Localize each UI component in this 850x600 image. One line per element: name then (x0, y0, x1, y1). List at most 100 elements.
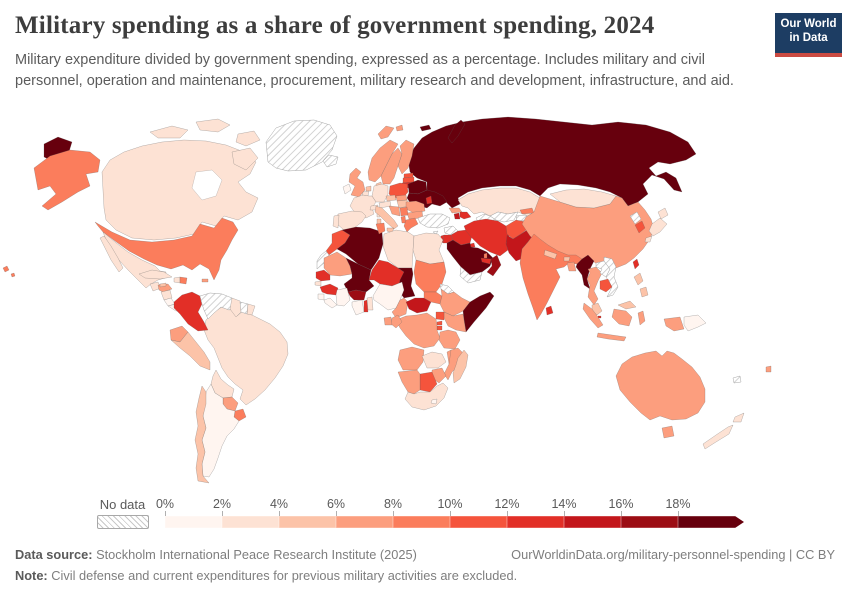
country-yemen[interactable] (459, 266, 483, 284)
country-angola[interactable] (397, 346, 425, 371)
country-peru[interactable] (170, 331, 211, 371)
country-philippines[interactable] (633, 272, 649, 298)
country-cambodia[interactable] (599, 278, 613, 293)
country-netherlands[interactable] (365, 185, 372, 192)
legend-bin-10-12%[interactable] (450, 516, 507, 528)
country-togo[interactable] (363, 299, 369, 313)
country-gabon[interactable] (383, 316, 393, 326)
country-madagascar[interactable] (452, 349, 469, 384)
legend-bin-16-18%[interactable] (621, 516, 678, 528)
country-russia[interactable] (407, 116, 697, 209)
country-estonia[interactable] (403, 172, 414, 179)
country-bhutan[interactable] (563, 256, 571, 262)
country-ireland[interactable] (342, 183, 352, 195)
country-sudan[interactable] (413, 259, 447, 293)
country-brazil[interactable] (203, 304, 289, 406)
country-liberia[interactable] (323, 297, 338, 309)
country-indonesia[interactable] (582, 302, 685, 342)
country-south-korea[interactable] (634, 220, 646, 234)
country-sierra-leone[interactable] (317, 293, 325, 301)
country-guyana[interactable] (229, 297, 243, 318)
country-canada[interactable] (101, 139, 259, 241)
country-mongolia[interactable] (549, 188, 617, 209)
country-spain[interactable] (336, 210, 367, 231)
country-new-caledonia[interactable] (732, 375, 742, 384)
country-nepal[interactable] (543, 249, 558, 260)
country-australia-tasmania[interactable] (661, 425, 675, 439)
country-south-africa[interactable] (404, 382, 449, 411)
country-mexico-baja[interactable] (99, 235, 124, 273)
legend-bin-0-2%[interactable] (165, 516, 222, 528)
legend-bin-4-6%[interactable] (279, 516, 336, 528)
country-ghana[interactable] (351, 299, 365, 316)
country-oman[interactable] (486, 254, 502, 277)
country-canada-baffin[interactable] (231, 147, 259, 171)
country-cuba[interactable] (138, 269, 173, 280)
country-serbia[interactable] (399, 206, 409, 217)
country-greenland[interactable] (265, 119, 338, 172)
country-armenia[interactable] (453, 212, 461, 220)
country-benin[interactable] (366, 296, 374, 311)
country-croatia-bosnia[interactable] (388, 205, 401, 217)
country-western-sahara[interactable] (316, 250, 330, 270)
country-russia-novaya-zemlya[interactable] (447, 119, 466, 144)
country-libya[interactable] (382, 229, 415, 269)
country-bangladesh[interactable] (566, 261, 577, 272)
country-burundi[interactable] (436, 325, 443, 331)
country-vietnam[interactable] (603, 256, 619, 298)
country-fiji[interactable] (765, 365, 772, 373)
country-argentina[interactable] (201, 383, 240, 478)
country-russia-franz-josef[interactable] (419, 124, 432, 132)
legend-bin-2-4%[interactable] (222, 516, 279, 528)
credit-link[interactable]: OurWorldinData.org/military-personnel-sp… (511, 547, 835, 562)
country-azerbaijan[interactable] (459, 211, 472, 220)
country-drc[interactable] (395, 312, 441, 349)
country-kenya[interactable] (443, 311, 467, 333)
country-usa[interactable] (94, 217, 239, 281)
country-australia[interactable] (615, 350, 706, 421)
country-uganda[interactable] (435, 311, 445, 321)
country-japan[interactable] (644, 207, 669, 243)
country-dominican-republic[interactable] (179, 276, 188, 285)
country-uruguay[interactable] (233, 408, 247, 422)
country-jamaica[interactable] (159, 282, 167, 288)
country-turkey[interactable] (417, 213, 451, 229)
country-canada-island1[interactable] (149, 125, 189, 139)
country-chile[interactable] (194, 385, 210, 484)
legend-bin-6-8%[interactable] (336, 516, 393, 528)
country-rwanda[interactable] (436, 320, 443, 326)
country-usa-hawaii[interactable] (2, 265, 16, 278)
country-lesotho[interactable] (430, 398, 438, 405)
country-ivory-coast[interactable] (335, 287, 351, 307)
country-canada-island2[interactable] (195, 118, 231, 133)
legend-bin-12-14%[interactable] (507, 516, 564, 528)
owid-logo[interactable]: Our World in Data (775, 13, 842, 57)
country-colombia[interactable] (173, 291, 209, 332)
country-uk[interactable] (348, 167, 366, 198)
country-senegal[interactable] (315, 269, 331, 282)
legend-no-data-swatch[interactable] (97, 515, 149, 529)
country-india[interactable] (519, 233, 583, 321)
country-guinea[interactable] (319, 283, 339, 296)
country-central-african-republic[interactable] (405, 297, 432, 314)
country-puerto-rico[interactable] (201, 278, 209, 283)
country-tunisia[interactable] (375, 222, 386, 235)
country-burkina-faso[interactable] (347, 289, 367, 301)
country-north-korea[interactable] (629, 211, 642, 225)
country-norway-svalbard[interactable] (377, 124, 404, 140)
country-suriname[interactable] (239, 301, 249, 315)
country-venezuela[interactable] (199, 292, 237, 320)
country-austria[interactable] (378, 200, 392, 209)
country-moldova[interactable] (425, 195, 433, 205)
country-taiwan[interactable] (632, 258, 640, 270)
country-egypt[interactable] (412, 232, 445, 265)
country-qatar[interactable] (483, 252, 488, 259)
country-portugal[interactable] (332, 214, 340, 229)
country-usa-alaska[interactable] (33, 149, 101, 211)
country-canada-island3[interactable] (235, 130, 261, 147)
country-cyprus[interactable] (432, 230, 439, 235)
country-tanzania[interactable] (438, 329, 461, 350)
country-nicaragua[interactable] (160, 289, 173, 301)
country-iceland[interactable] (322, 154, 339, 168)
legend-bin-18%+[interactable] (678, 516, 744, 528)
